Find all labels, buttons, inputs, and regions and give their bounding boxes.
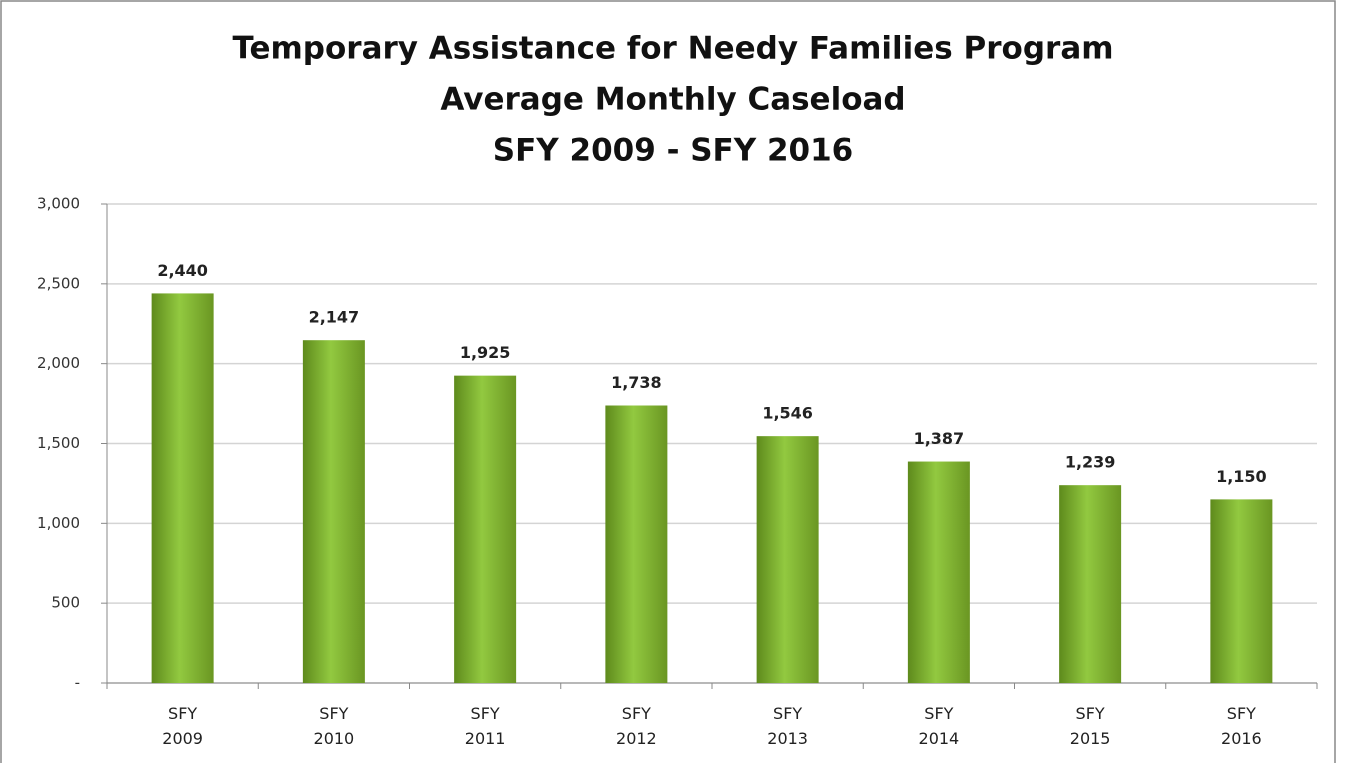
value-label: 2,440 <box>157 261 208 280</box>
chart-title: Average Monthly Caseload <box>440 82 905 118</box>
x-tick-label: SFY 2012 <box>616 704 657 748</box>
bar <box>605 405 668 683</box>
y-tick-label: 2,500 <box>37 274 80 292</box>
x-tick-label: SFY 2011 <box>464 704 506 748</box>
x-tick-label: SFY 2016 <box>1221 704 1262 748</box>
bar <box>454 375 517 683</box>
chart-title: SFY 2009 - SFY 2016 <box>493 133 854 169</box>
bar <box>1210 499 1273 683</box>
x-tick-label: SFY 2010 <box>313 704 355 748</box>
y-tick-label: - <box>75 674 80 692</box>
y-tick-label: 1,000 <box>37 514 80 532</box>
x-tick-label: SFY 2014 <box>918 704 960 748</box>
bar <box>302 340 365 683</box>
value-label: 1,150 <box>1216 467 1267 486</box>
bar <box>756 436 819 683</box>
y-tick-label: 2,000 <box>37 354 80 372</box>
value-label: 1,239 <box>1065 453 1116 472</box>
value-label: 2,147 <box>309 308 360 327</box>
value-label: 1,546 <box>762 404 813 423</box>
bar <box>907 461 970 683</box>
y-tick-label: 1,500 <box>37 434 80 452</box>
bar <box>151 293 214 683</box>
value-label: 1,925 <box>460 343 511 362</box>
value-label: 1,738 <box>611 373 662 392</box>
value-label: 1,387 <box>914 429 965 448</box>
y-tick-label: 500 <box>51 594 80 612</box>
x-tick-label: SFY 2015 <box>1069 704 1111 748</box>
x-tick-label: SFY 2009 <box>162 704 203 748</box>
chart-title: Temporary Assistance for Needy Families … <box>232 31 1113 67</box>
x-tick-label: SFY 2013 <box>767 704 808 748</box>
y-tick-label: 3,000 <box>37 195 80 213</box>
bar <box>1059 485 1122 683</box>
